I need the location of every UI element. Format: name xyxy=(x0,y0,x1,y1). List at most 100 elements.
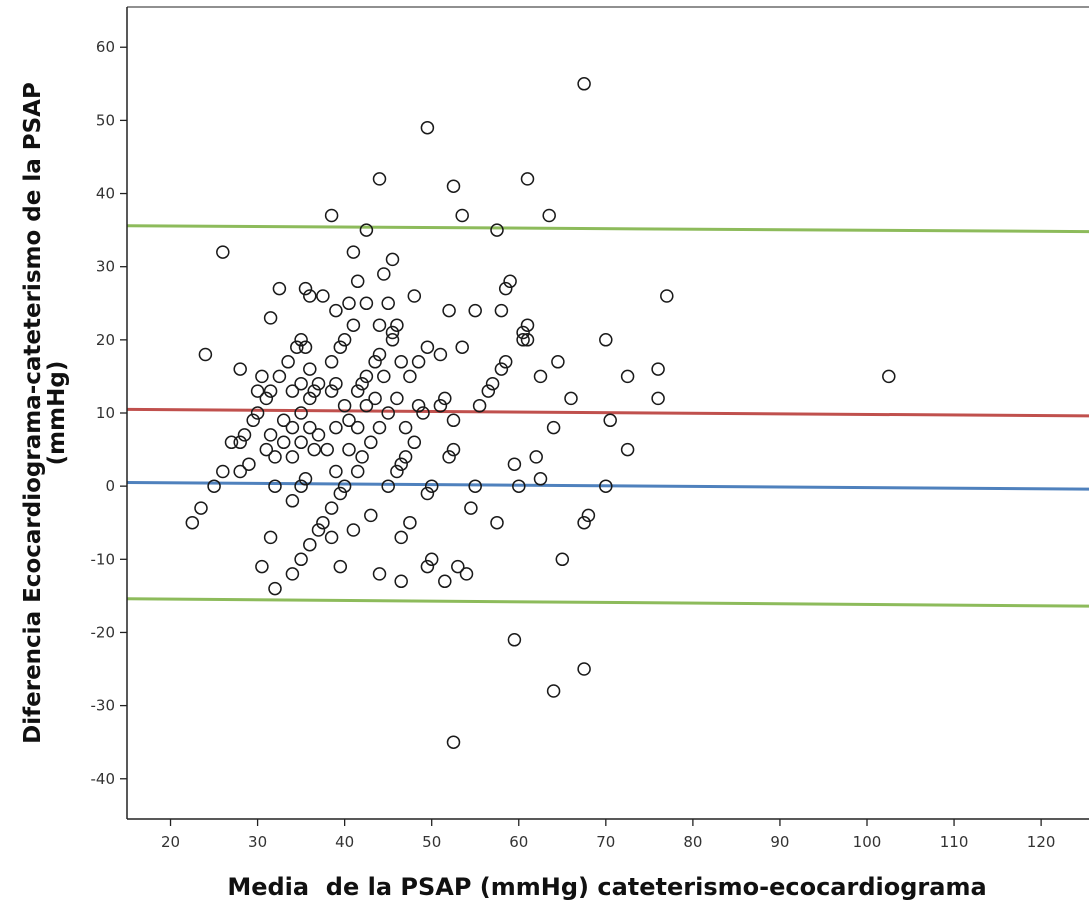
data-point xyxy=(512,479,526,493)
data-point xyxy=(329,464,343,479)
data-point xyxy=(320,442,334,457)
data-point xyxy=(498,281,513,296)
data-point xyxy=(516,333,530,347)
data-point xyxy=(303,391,317,406)
data-point xyxy=(433,347,448,362)
data-point xyxy=(438,574,452,589)
data-point xyxy=(276,435,291,450)
data-point xyxy=(359,369,374,384)
data-point xyxy=(272,369,287,384)
data-point xyxy=(342,296,356,311)
data-point xyxy=(390,318,404,332)
data-point xyxy=(599,479,613,493)
x-tick-label: 120 xyxy=(1027,833,1056,851)
data-point xyxy=(268,479,282,493)
data-point xyxy=(394,530,408,545)
data-point xyxy=(337,398,352,413)
data-point xyxy=(316,289,330,303)
y-tick-label: 10 xyxy=(96,404,115,422)
data-point xyxy=(268,450,282,464)
y-tick-label: 0 xyxy=(105,477,115,495)
data-point xyxy=(333,486,348,501)
data-point xyxy=(390,464,404,479)
y-tick-label: 60 xyxy=(96,38,115,56)
data-point xyxy=(311,428,326,442)
y-tick-label: 30 xyxy=(96,258,115,276)
data-point xyxy=(207,479,221,493)
y-axis-title: Diferencia Ecocardiograma-cateterismo de… xyxy=(20,82,46,744)
data-points xyxy=(185,77,896,749)
data-point xyxy=(307,442,321,457)
data-point xyxy=(407,289,422,303)
data-point xyxy=(359,398,374,413)
data-point xyxy=(259,442,274,457)
data-point xyxy=(446,413,461,428)
data-point xyxy=(424,479,439,493)
data-point xyxy=(446,442,461,457)
data-point xyxy=(372,567,387,581)
data-point xyxy=(620,369,635,384)
data-point xyxy=(403,369,417,384)
data-point xyxy=(359,296,374,311)
x-tick-label: 60 xyxy=(509,833,528,851)
data-point xyxy=(324,384,339,398)
data-point xyxy=(372,420,387,435)
data-point xyxy=(294,376,308,391)
data-point xyxy=(381,296,395,311)
data-point xyxy=(411,398,426,413)
data-point xyxy=(442,450,456,464)
data-point xyxy=(577,77,591,91)
data-point xyxy=(324,530,339,545)
data-point xyxy=(342,413,356,428)
data-point xyxy=(250,384,265,398)
x-tick-label: 40 xyxy=(335,833,354,851)
mean-difference-line xyxy=(126,407,1089,418)
data-point xyxy=(451,559,465,574)
y-tick-label: 40 xyxy=(96,185,115,203)
data-point xyxy=(472,398,487,413)
x-tick-label: 20 xyxy=(161,833,180,851)
data-point xyxy=(337,333,352,347)
data-point xyxy=(294,552,308,567)
data-point xyxy=(520,318,535,332)
data-point xyxy=(455,340,469,354)
data-point xyxy=(599,333,613,347)
data-point xyxy=(420,559,435,574)
data-point xyxy=(333,340,348,354)
x-tick-label: 90 xyxy=(770,833,789,851)
data-point xyxy=(498,355,513,369)
data-point xyxy=(303,362,317,376)
data-point xyxy=(294,406,308,420)
data-point xyxy=(464,501,478,515)
data-point xyxy=(329,303,343,318)
data-point xyxy=(481,384,496,398)
data-point xyxy=(233,464,247,479)
data-point xyxy=(368,355,382,369)
data-point xyxy=(346,245,361,259)
reference-lines xyxy=(126,224,1089,608)
data-point xyxy=(494,362,509,376)
data-point xyxy=(298,472,313,486)
data-point xyxy=(342,442,356,457)
data-point xyxy=(329,376,343,391)
data-point xyxy=(216,464,230,479)
data-point xyxy=(355,450,369,464)
data-point xyxy=(381,406,395,420)
data-point xyxy=(350,420,365,435)
data-point xyxy=(237,428,252,442)
data-point xyxy=(390,391,404,406)
data-point xyxy=(546,684,561,698)
x-tick-label: 110 xyxy=(940,833,969,851)
data-point xyxy=(533,472,548,486)
data-point xyxy=(446,179,461,193)
data-point xyxy=(285,567,300,581)
data-point xyxy=(194,501,208,515)
data-point xyxy=(255,559,269,574)
data-point xyxy=(520,333,535,347)
data-point xyxy=(263,530,278,545)
data-point xyxy=(651,391,665,406)
data-point xyxy=(368,391,382,406)
data-point xyxy=(385,325,400,340)
data-point xyxy=(372,172,387,186)
data-point xyxy=(503,274,517,289)
